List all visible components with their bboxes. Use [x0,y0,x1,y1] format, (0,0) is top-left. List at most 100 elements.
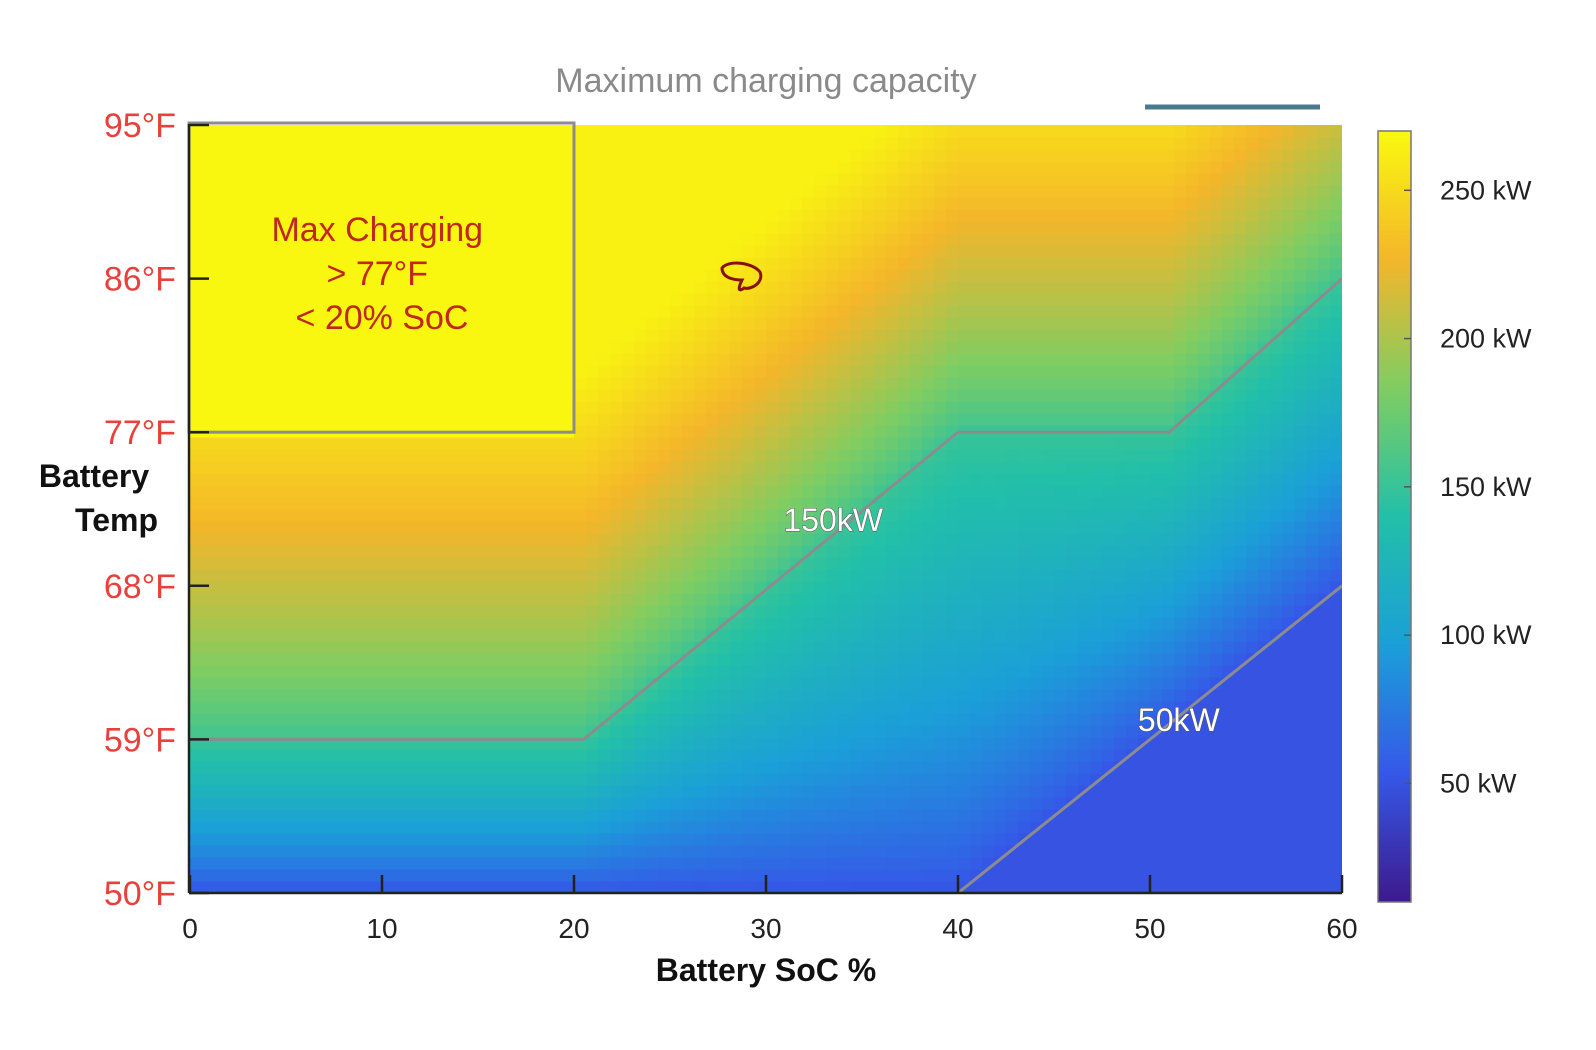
heat-cell [322,449,335,462]
heat-cell [826,605,839,618]
heat-cell [898,377,911,390]
heat-cell [370,857,383,870]
heat-cell [454,701,467,714]
heat-cell [262,485,275,498]
heat-cell [1066,509,1079,522]
heat-cell [394,293,407,306]
heat-cell [850,761,863,774]
heat-cell [226,437,239,450]
heat-cell [994,641,1007,654]
heat-cell [862,341,875,354]
heat-cell [706,185,719,198]
heat-cell [1090,269,1103,282]
heat-cell [658,725,671,738]
heat-cell [838,353,851,366]
heat-cell [946,209,959,222]
heat-cell [358,677,371,690]
heat-cell [814,185,827,198]
heat-cell [958,509,971,522]
heat-cell [562,461,575,474]
heat-cell [310,137,323,150]
heat-cell [382,377,395,390]
heat-cell [898,209,911,222]
heat-cell [286,437,299,450]
heat-cell [574,509,587,522]
heat-cell [1018,353,1031,366]
heat-cell [1102,569,1115,582]
heat-cell [454,149,467,162]
heat-cell [202,305,215,318]
heat-cell [418,749,431,762]
heat-cell [298,341,311,354]
heat-cell [1066,401,1079,414]
heat-cell [490,809,503,822]
heat-cell [598,185,611,198]
heat-cell [1114,773,1127,786]
heat-cell [1006,797,1019,810]
heat-cell [850,809,863,822]
heat-cell [802,437,815,450]
heat-cell [346,521,359,534]
heat-cell [862,749,875,762]
heat-cell [574,617,587,630]
heat-cell [766,413,779,426]
heat-cell [958,833,971,846]
heat-cell [1006,725,1019,738]
heat-cell [646,653,659,666]
heat-cell [826,437,839,450]
heat-cell [814,737,827,750]
heat-cell [514,845,527,858]
heat-cell [814,557,827,570]
heat-cell [1006,437,1019,450]
heat-cell [322,149,335,162]
heat-cell [970,449,983,462]
heat-cell [970,281,983,294]
heat-cell [442,509,455,522]
heat-cell [466,509,479,522]
heat-cell [598,389,611,402]
heat-cell [730,173,743,186]
heat-cell [406,557,419,570]
heat-cell [250,677,263,690]
heat-cell [442,677,455,690]
heat-cell [754,149,767,162]
heat-cell [958,209,971,222]
heat-cell [670,293,683,306]
heat-cell [730,773,743,786]
heat-cell [850,473,863,486]
heat-cell [1078,473,1091,486]
heat-cell [406,701,419,714]
heat-cell [550,833,563,846]
heat-cell [490,401,503,414]
heat-cell [622,413,635,426]
heat-cell [1090,257,1103,270]
heat-cell [970,149,983,162]
heat-cell [202,749,215,762]
heat-cell [394,761,407,774]
heat-cell [394,305,407,318]
heat-cell [298,881,311,893]
heat-cell [310,473,323,486]
heat-cell [982,233,995,246]
heat-cell [1054,629,1067,642]
heat-cell [214,809,227,822]
heat-cell [574,413,587,426]
heat-cell [466,881,479,893]
heat-cell [898,281,911,294]
heat-cell [982,809,995,822]
heat-cell [706,449,719,462]
heat-cell [886,581,899,594]
heat-cell [442,137,455,150]
heat-cell [610,485,623,498]
heat-cell [862,293,875,306]
heat-cell [442,593,455,606]
heat-cell [898,161,911,174]
heat-cell [358,533,371,546]
heat-cell [466,281,479,294]
heat-cell [214,269,227,282]
heat-cell [778,281,791,294]
heat-cell [778,653,791,666]
heat-cell [718,737,731,750]
heat-cell [190,317,203,330]
heat-cell [526,281,539,294]
